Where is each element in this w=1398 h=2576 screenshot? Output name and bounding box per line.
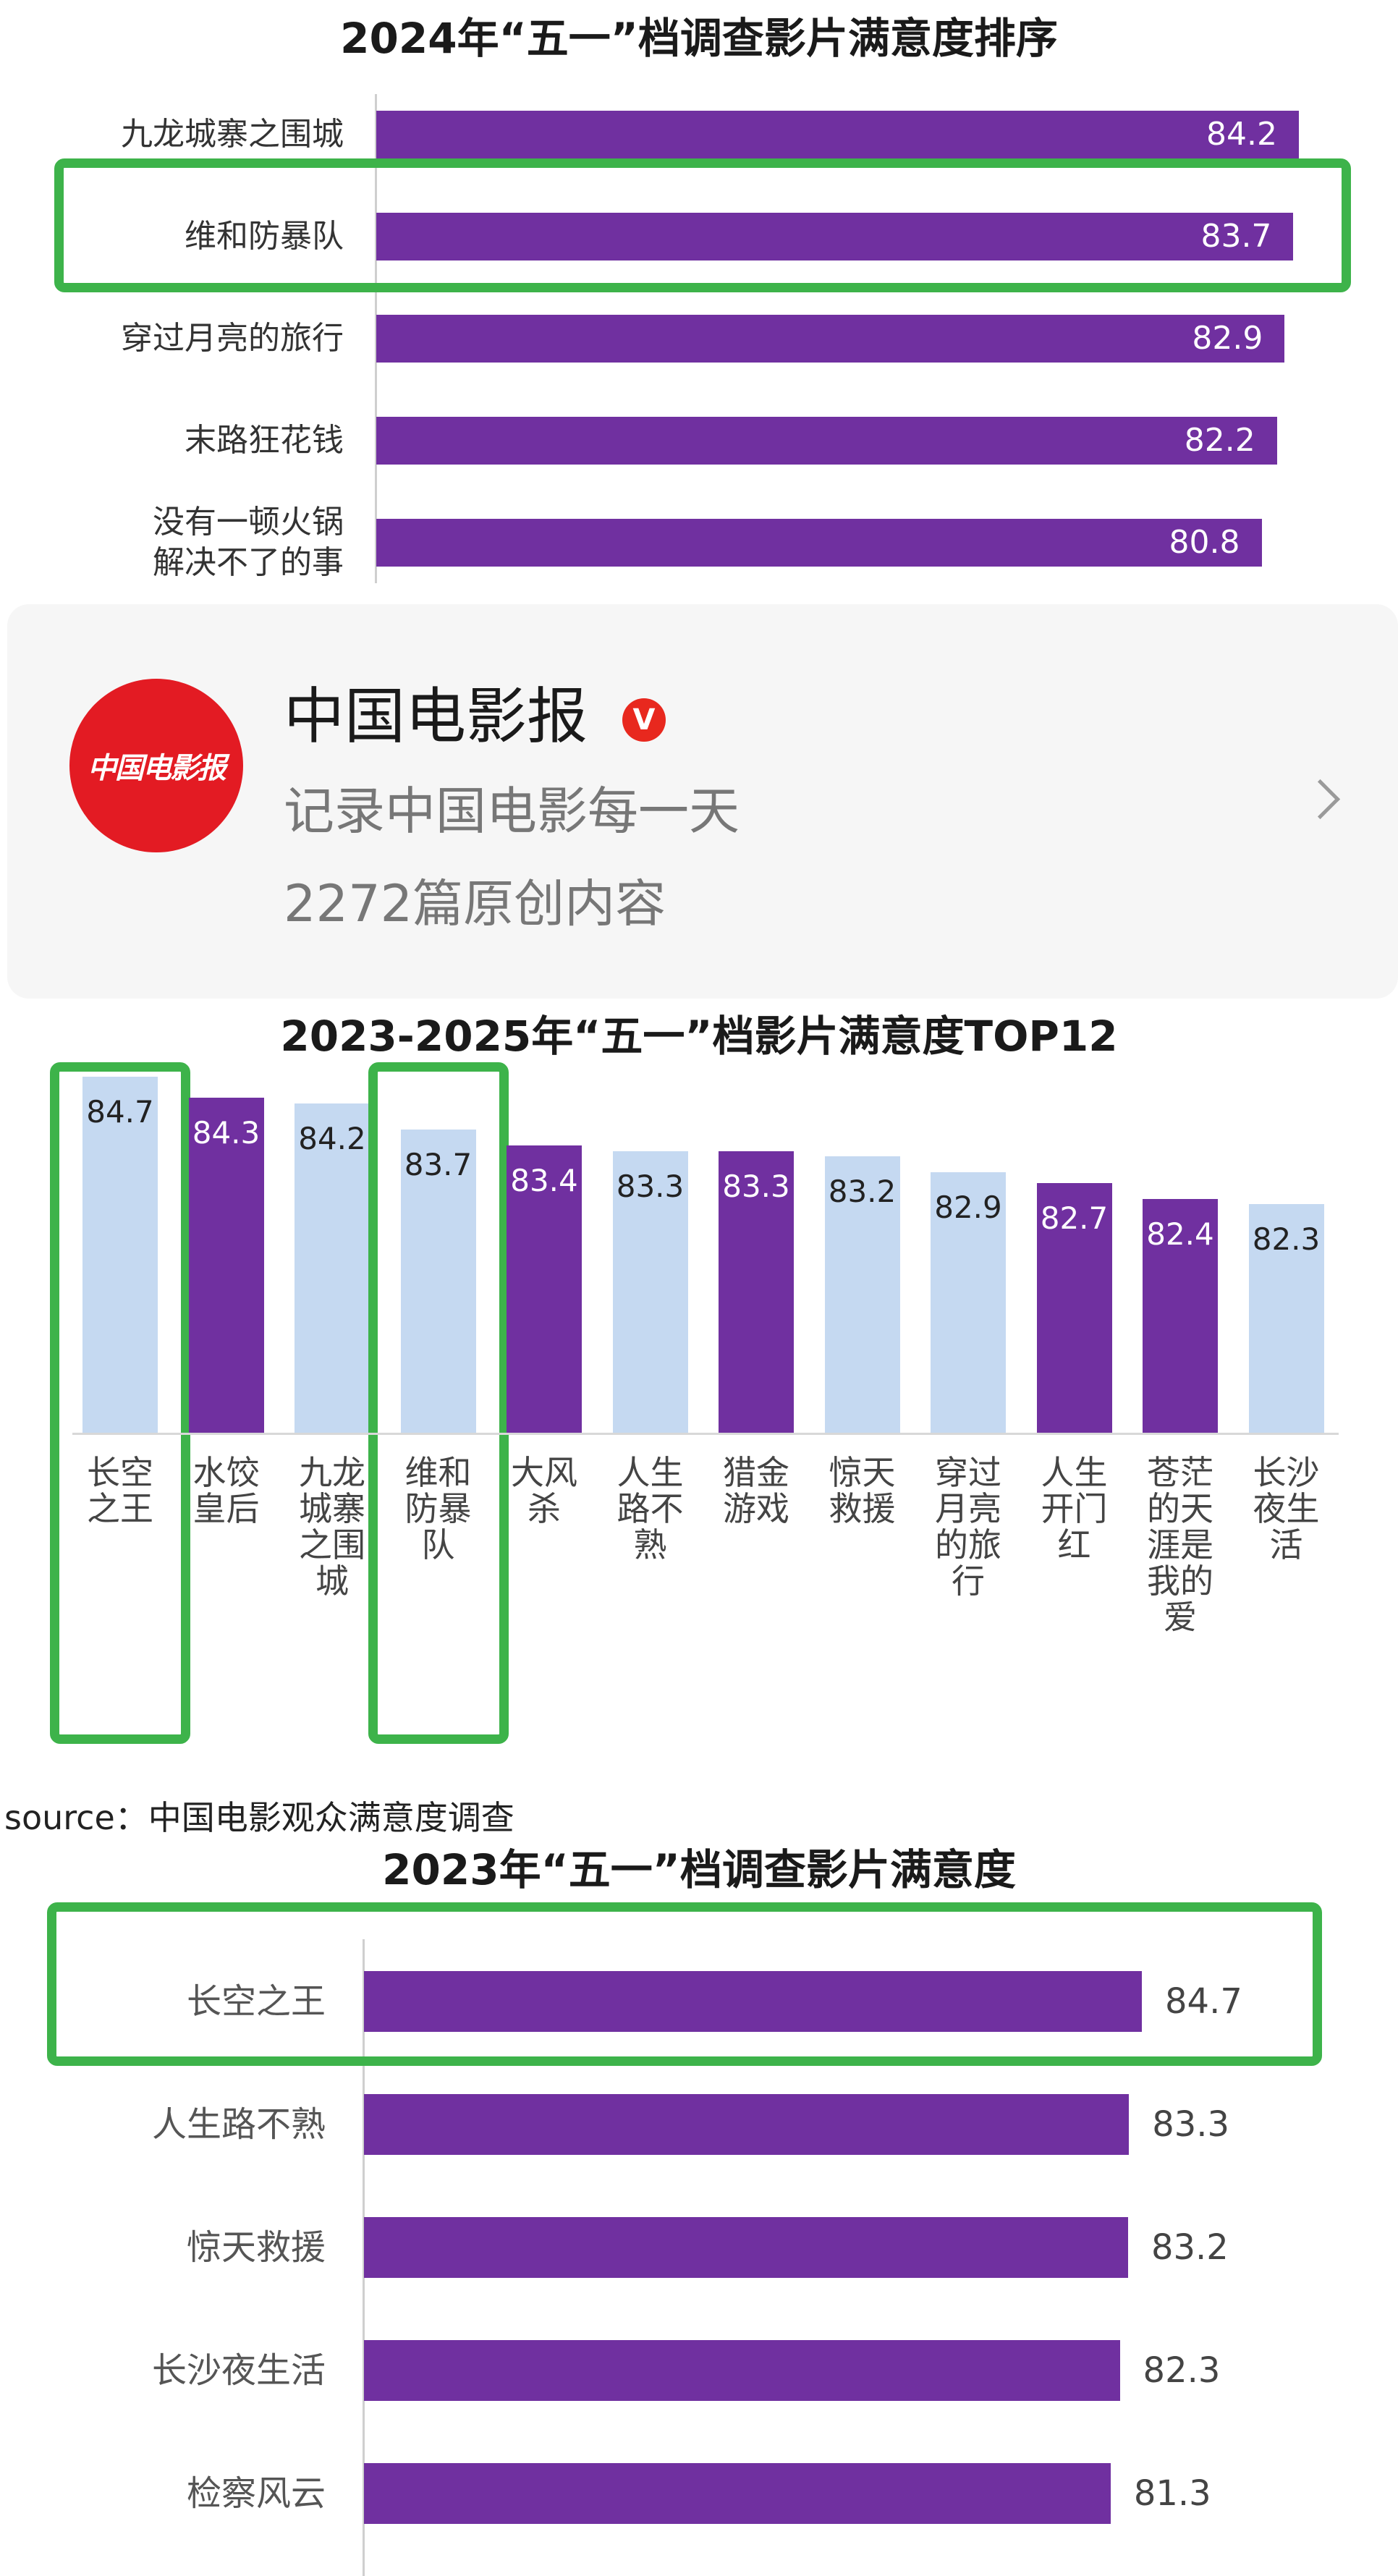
chart2-value-label: 83.4 [510, 1163, 578, 1199]
chart2-value-label: 83.7 [404, 1147, 473, 1183]
chart3-bar [364, 1971, 1142, 2032]
chart1-value-label: 84.2 [1206, 116, 1277, 153]
chart1-bar [376, 417, 1277, 465]
chart2-bar [82, 1077, 158, 1433]
chart1-category-label: 维和防暴队 [14, 216, 344, 257]
chart2-value-label: 83.3 [616, 1168, 685, 1204]
chart2-category-label: 苍茫的天涯是我的爱 [1147, 1453, 1213, 1637]
chart1-highlight-box [54, 158, 1351, 292]
chart1-value-label: 80.8 [1169, 524, 1240, 561]
chart2-highlight-box [368, 1062, 509, 1744]
chart3-value-label: 84.7 [1165, 1981, 1242, 2022]
chart2-category-label: 猎金游戏 [723, 1453, 789, 1528]
chart1-bar [376, 519, 1262, 567]
chart2-category-label: 长空之王 [87, 1453, 153, 1528]
chart2-highlight-box [50, 1062, 190, 1744]
chart3-category-label: 长空之王 [186, 1981, 326, 2022]
source-note: source：中国电影观众满意度调查 [4, 1798, 514, 1837]
chart2-value-label: 83.3 [722, 1168, 790, 1204]
chart3-category-label: 惊天救援 [186, 2227, 326, 2268]
chart1-value-label: 83.7 [1200, 218, 1272, 255]
chart2-value-label: 82.4 [1146, 1216, 1214, 1252]
account-card[interactable] [7, 604, 1398, 999]
chart2-category-label: 穿过月亮的旅行 [935, 1453, 1001, 1601]
chart2-bar [824, 1156, 900, 1433]
chart3-bar [364, 2217, 1128, 2278]
chart3-highlight-box [47, 1902, 1322, 2066]
account-logo-text: 中国电影报 [88, 751, 226, 785]
chart2-bar [400, 1130, 476, 1433]
chart1-category-label-line: 解决不了的事 [153, 544, 344, 581]
chart1-axis [375, 94, 377, 583]
chart2-value-label: 84.7 [86, 1094, 154, 1130]
chart2-category-label: 维和防暴队 [404, 1453, 472, 1564]
chart3-value-label: 81.3 [1133, 2473, 1211, 2514]
chart2-category-label: 长沙夜生活 [1253, 1453, 1320, 1564]
chart1-category-label: 九龙城寨之围城 [14, 114, 344, 155]
chart3-category-label: 人生路不熟 [151, 2104, 326, 2145]
account-name: 中国电影报 [284, 681, 588, 752]
chart2-category-label: 水饺皇后 [192, 1453, 260, 1528]
chart1-category-label-line: 维和防暴队 [185, 218, 344, 255]
chart1-category-label: 没有一顿火锅 解决不了的事 [14, 502, 344, 583]
chart2-value-label: 82.7 [1040, 1200, 1109, 1236]
chart3-value-label: 83.3 [1152, 2104, 1230, 2145]
chart3-category-label: 检察风云 [186, 2473, 326, 2514]
chart1-title: 2024年“五一”档调查影片满意度排序 [340, 14, 1058, 63]
chart2-category-label: 人生路不熟 [617, 1453, 684, 1564]
chart1-bar [376, 315, 1285, 363]
chart1-value-label: 82.2 [1184, 422, 1255, 459]
chart1-bar [376, 213, 1294, 260]
chart3-value-label: 83.2 [1151, 2227, 1229, 2268]
chart1-category-label-line: 末路狂花钱 [185, 422, 344, 459]
chart2-category-label: 惊天救援 [829, 1453, 896, 1528]
chart2-title: 2023-2025年“五一”档影片满意度TOP12 [280, 1012, 1118, 1061]
chart3-category-label: 长沙夜生活 [151, 2350, 326, 2391]
chart3-value-label: 82.3 [1143, 2350, 1221, 2391]
chart1-bar [376, 111, 1299, 158]
account-logo: 中国电影报 [69, 679, 243, 852]
chart2-bar [507, 1145, 582, 1433]
chart2-value-label: 84.3 [192, 1115, 260, 1151]
chart3-bar [364, 2463, 1111, 2524]
chart3-bar [364, 2340, 1120, 2401]
chart2-value-label: 82.9 [934, 1190, 1002, 1226]
chart1-category-label-line: 九龙城寨之围城 [121, 116, 344, 153]
chart1-category-label-line: 没有一顿火锅 [153, 504, 344, 541]
chart2-value-label: 83.2 [828, 1174, 897, 1210]
chart2-bar [1036, 1182, 1112, 1433]
chart1-value-label: 82.9 [1192, 320, 1263, 357]
chart3-title: 2023年“五一”档调查影片满意度 [382, 1845, 1016, 1894]
chart1-category-label: 穿过月亮的旅行 [14, 318, 344, 359]
chart2-category-label: 人生开门红 [1041, 1453, 1108, 1564]
chart2-value-label: 84.2 [298, 1120, 366, 1156]
account-slogan: 记录中国电影每一天 [284, 781, 740, 841]
chart2-bar [1143, 1198, 1218, 1433]
chart2-category-label: 大风杀 [511, 1453, 577, 1528]
chart2-bar [1248, 1204, 1324, 1433]
chart3-axis [363, 1939, 365, 2576]
chart2-baseline [72, 1433, 1339, 1435]
chart2-category-label: 九龙城寨之围城 [299, 1453, 365, 1601]
chart2-bar [931, 1172, 1006, 1433]
chart2-bar [295, 1103, 370, 1433]
chart2-value-label: 82.3 [1252, 1221, 1321, 1258]
chart3-bar [364, 2094, 1130, 2155]
chart2-bar [612, 1151, 688, 1433]
verified-badge-icon: V [622, 698, 666, 742]
chart1-category-label-line: 穿过月亮的旅行 [121, 320, 344, 357]
chart2-bar [188, 1098, 264, 1433]
account-article-count: 2272篇原创内容 [284, 874, 666, 933]
chart1-category-label: 末路狂花钱 [14, 420, 344, 461]
chart2-bar [719, 1151, 794, 1433]
